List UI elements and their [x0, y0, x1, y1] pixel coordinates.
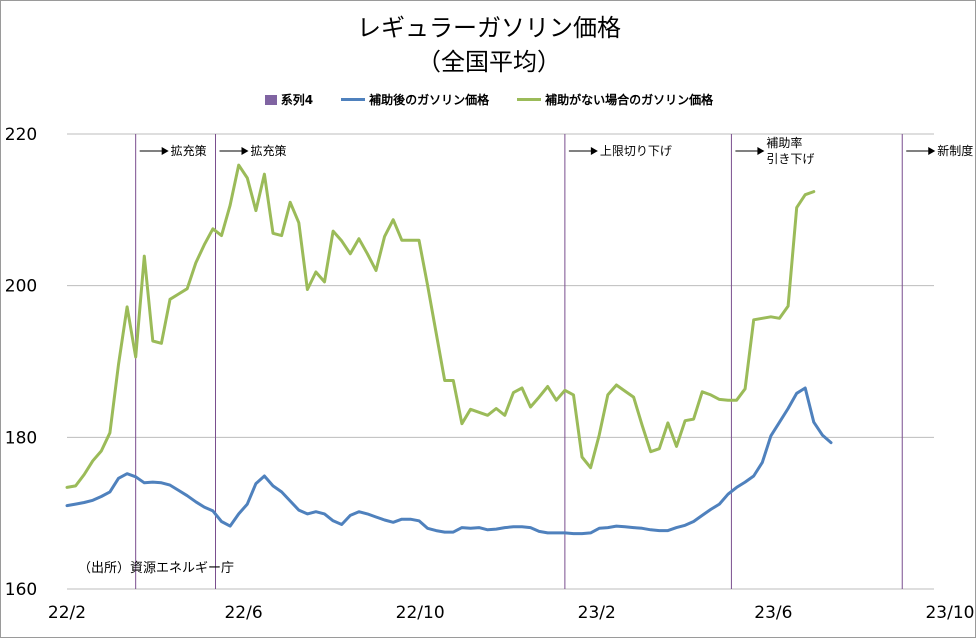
legend-swatch-series4 — [264, 94, 277, 105]
marker-arrowhead — [928, 147, 936, 155]
legend-item-unsubsidized: 補助がない場合のガソリン価格 — [517, 91, 713, 108]
x-tick-label: 23/10 — [925, 603, 974, 623]
legend-item-series4: 系列4 — [264, 91, 314, 108]
marker-label: 拡充策 — [171, 143, 207, 158]
marker-label-2: 引き下げ — [766, 152, 814, 166]
marker-arrowhead — [241, 147, 249, 155]
x-tick-label: 23/6 — [754, 603, 792, 623]
x-tick-label: 23/2 — [578, 603, 616, 623]
y-tick-label: 160 — [5, 580, 37, 600]
y-tick-label: 180 — [5, 428, 37, 448]
marker-label: 新制度 — [937, 143, 973, 158]
legend-label-subsidized: 補助後のガソリン価格 — [369, 93, 490, 107]
chart-title: レギュラーガソリン価格 — [357, 14, 621, 42]
legend-swatch-subsidized — [341, 98, 366, 101]
x-tick-label: 22/2 — [48, 603, 86, 623]
y-tick-label: 200 — [5, 277, 37, 297]
series-line-subsidized — [65, 386, 833, 536]
marker-label: 上限切り下げ — [600, 144, 672, 158]
marker-label: 補助率 — [766, 135, 802, 150]
legend-label-unsubsidized: 補助がない場合のガソリン価格 — [545, 93, 714, 107]
x-tick-label: 22/6 — [224, 603, 262, 623]
marker-arrowhead — [757, 147, 765, 155]
legend-swatch-unsubsidized — [517, 98, 542, 101]
chart-subtitle: （全国平均） — [417, 48, 561, 76]
legend-item-subsidized: 補助後のガソリン価格 — [341, 91, 489, 108]
marker-arrowhead — [161, 147, 169, 155]
x-tick-label: 22/10 — [396, 603, 445, 623]
legend-label-series4: 系列4 — [280, 93, 314, 107]
source-note: （出所）資源エネルギー庁 — [78, 561, 234, 576]
series-line-unsubsidized — [65, 163, 816, 489]
y-tick-label: 220 — [5, 125, 37, 145]
marker-label: 拡充策 — [251, 143, 287, 158]
marker-arrowhead — [590, 147, 598, 155]
legend: 系列4 補助後のガソリン価格 補助がない場合のガソリン価格 — [1, 91, 976, 108]
